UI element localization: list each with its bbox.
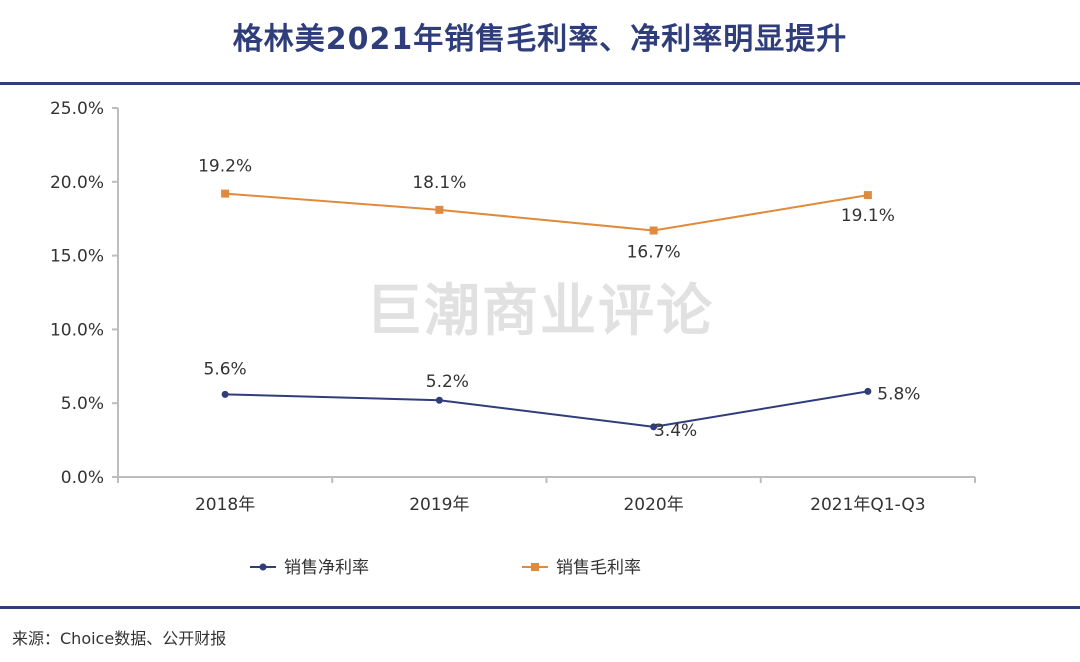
series-line — [225, 390, 869, 428]
x-tick-label: 2018年 — [195, 495, 255, 515]
data-point — [649, 226, 658, 235]
y-tick-label: 20.0% — [50, 173, 104, 193]
data-point — [650, 423, 658, 431]
y-tick-label: 25.0% — [50, 99, 104, 119]
y-tick-label: 5.0% — [61, 394, 104, 414]
y-tick-label: 0.0% — [61, 468, 104, 488]
line-chart: 0.0%5.0%10.0%15.0%20.0%25.0% 2018年 2019年 2… — [50, 99, 976, 578]
data-label: 5.2% — [426, 372, 469, 392]
source-note: 来源：Choice数据、公开财报 — [12, 629, 227, 648]
series-line — [225, 192, 869, 232]
x-tick-label: 2020年 — [623, 495, 683, 515]
data-point — [435, 396, 443, 404]
data-label: 18.1% — [412, 173, 466, 193]
legend-label: 销售净利率 — [284, 558, 369, 578]
data-point — [863, 191, 872, 200]
watermark: 巨潮商业评论 — [366, 279, 714, 344]
y-tick-label: 10.0% — [50, 320, 104, 340]
data-point — [864, 387, 872, 395]
chart-title: 格林美2021年销售毛利率、净利率明显提升 — [232, 22, 848, 57]
axes — [112, 107, 976, 483]
data-point — [221, 189, 230, 198]
y-tick-label: 15.0% — [50, 247, 104, 267]
legend-item: 销售净利率 — [250, 558, 369, 578]
data-label: 3.4% — [654, 421, 697, 441]
data-label: 19.2% — [198, 157, 252, 177]
data-label: 16.7% — [627, 243, 681, 263]
series-lines: 5.6% 5.2% 3.4% 5.8% 19.2% 18.1% 16.7% 19.1% — [198, 157, 920, 441]
x-tick-labels: 2018年 2019年 2020年 2021年Q1-Q3 — [195, 495, 926, 515]
legend-marker — [259, 563, 267, 571]
footer-divider — [0, 606, 1080, 609]
series-gross-margin: 19.2% 18.1% 16.7% 19.1% — [198, 157, 895, 263]
data-point — [221, 390, 229, 398]
title-divider — [0, 82, 1080, 85]
x-tick-label: 2021年Q1-Q3 — [810, 495, 925, 515]
x-tick-label: 2019年 — [409, 495, 469, 515]
data-point — [435, 205, 444, 214]
data-label: 5.6% — [204, 359, 247, 379]
legend-label: 销售毛利率 — [556, 558, 641, 578]
legend-item: 销售毛利率 — [522, 558, 641, 578]
series-net-margin: 5.6% 5.2% 3.4% 5.8% — [204, 359, 921, 440]
y-tick-labels: 0.0% 5.0% 10.0% 15.0% 20.0% 25.0% — [50, 99, 104, 488]
legend-marker — [531, 563, 539, 571]
legend: 销售净利率 销售毛利率 — [250, 558, 641, 578]
data-label: 19.1% — [841, 206, 895, 226]
data-label: 5.8% — [877, 384, 920, 404]
